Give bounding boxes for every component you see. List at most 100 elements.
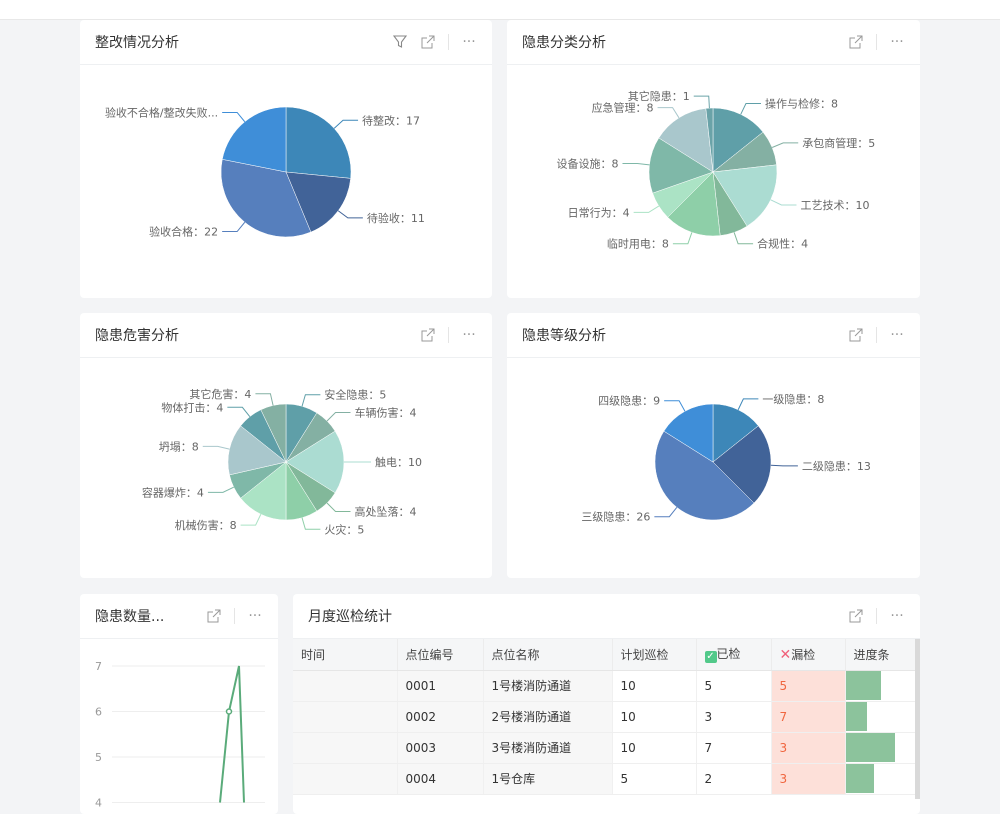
pie-slice[interactable]	[220, 159, 312, 238]
pie-label: 待整改：17	[362, 113, 420, 127]
level-card: 隐患等级分析 ··· 一级隐患：8 二级隐患：13 三级隐患：26 四级隐患：9	[507, 313, 920, 578]
table-row[interactable]: 0001 1号楼消防通道 10 5 5	[293, 670, 916, 702]
cell-code: 0003	[397, 732, 484, 764]
card-header: 隐患危害分析 ···	[80, 313, 492, 358]
cell-missed: 7	[771, 701, 846, 733]
external-link-icon[interactable]	[420, 34, 436, 50]
pie-slice[interactable]	[663, 403, 714, 463]
pie-slice[interactable]	[654, 430, 755, 521]
pie-label: 火灾：5	[324, 522, 364, 536]
card-title: 隐患等级分析	[522, 328, 606, 344]
pie-slice[interactable]	[260, 403, 287, 463]
label-line	[326, 502, 351, 512]
label-line	[657, 107, 680, 119]
more-icon[interactable]: ···	[890, 608, 904, 624]
cell-name: 3号楼消防通道	[483, 732, 613, 764]
external-link-icon[interactable]	[420, 327, 436, 343]
pie-slice[interactable]	[285, 430, 345, 494]
y-tick-label: 7	[95, 660, 102, 673]
label-line	[672, 232, 693, 245]
cell-progress	[845, 732, 916, 764]
col-progress[interactable]: 进度条	[845, 639, 916, 671]
pie-label: 操作与检修：8	[765, 97, 838, 111]
cell-time	[293, 763, 398, 795]
pie-label: 待验收：11	[367, 211, 425, 225]
pie-slice[interactable]	[240, 461, 287, 521]
label-line	[222, 221, 246, 233]
data-point[interactable]	[225, 708, 233, 715]
divider	[876, 327, 877, 343]
pie-slice[interactable]	[712, 425, 772, 504]
col-name[interactable]: 点位名称	[483, 639, 613, 671]
pie-label: 一级隐患：8	[762, 393, 824, 406]
card-title: 隐患危害分析	[95, 328, 179, 344]
cell-code: 0002	[397, 701, 484, 733]
pie-slice[interactable]	[712, 403, 759, 463]
table-row[interactable]: 0004 1号仓库 5 2 3	[293, 763, 916, 795]
col-missed[interactable]: ✕漏检	[771, 639, 846, 671]
external-link-icon[interactable]	[206, 608, 222, 624]
more-icon[interactable]: ···	[462, 34, 476, 50]
col-code[interactable]: 点位编号	[397, 639, 484, 671]
divider	[234, 608, 235, 624]
table-row[interactable]: 0002 2号楼消防通道 10 3 7	[293, 701, 916, 733]
card-title: 隐患数量...	[95, 609, 165, 625]
more-icon[interactable]: ···	[890, 327, 904, 343]
filter-icon[interactable]	[392, 34, 408, 50]
y-tick-label: 4	[95, 797, 102, 810]
progress-bar	[845, 702, 867, 731]
label-line	[654, 507, 678, 518]
pie-slice[interactable]	[648, 137, 714, 194]
label-line	[333, 119, 359, 129]
external-link-icon[interactable]	[848, 34, 864, 50]
pie-slice[interactable]	[285, 171, 351, 233]
divider	[448, 327, 449, 343]
pie-slice[interactable]	[285, 106, 352, 179]
label-line	[222, 111, 246, 123]
label-line	[770, 199, 797, 206]
external-link-icon[interactable]	[848, 608, 864, 624]
more-icon[interactable]: ···	[248, 608, 262, 624]
cell-done: 2	[696, 763, 772, 795]
pie-slice[interactable]	[712, 107, 764, 173]
cell-code: 0001	[397, 670, 484, 702]
more-icon[interactable]: ···	[462, 327, 476, 343]
cell-time	[293, 701, 398, 733]
pie-label: 承包商管理：5	[802, 136, 875, 150]
pie-label: 四级隐患：9	[598, 395, 660, 408]
pie-label: 其它危害：4	[189, 387, 251, 401]
card-header: 隐患分类分析 ···	[507, 20, 920, 65]
table-row[interactable]: 0003 3号楼消防通道 10 7 3	[293, 732, 916, 764]
pie-label: 临时用电：8	[607, 237, 669, 251]
table-header-row: 时间 点位编号 点位名称 计划巡检 ✓ 已检 ✕漏检 进度条	[293, 639, 916, 671]
pie-label: 容器爆炸：4	[142, 485, 204, 499]
pie-slice[interactable]	[221, 106, 287, 173]
pie-label: 车辆伤害：4	[354, 406, 416, 420]
count-line-chart: 7 6 5 4	[95, 660, 265, 810]
pie-label: 二级隐患：13	[802, 460, 871, 473]
label-line	[693, 95, 710, 109]
col-done[interactable]: ✓ 已检	[696, 639, 772, 671]
cell-missed: 5	[771, 670, 846, 702]
cell-plan: 10	[612, 732, 697, 764]
table-scrollbar[interactable]	[915, 639, 920, 799]
pie-label: 工艺技术：10	[800, 199, 869, 212]
pie-slice[interactable]	[667, 171, 721, 237]
monthly-inspection-table: 时间 点位编号 点位名称 计划巡检 ✓ 已检 ✕漏检 进度条 0001 1号楼消防通…	[293, 639, 916, 795]
more-icon[interactable]: ···	[890, 34, 904, 50]
pie-label: 合规性：4	[757, 237, 808, 251]
divider	[876, 608, 877, 624]
pie-slice[interactable]	[658, 108, 714, 173]
cell-plan: 5	[612, 763, 697, 795]
external-link-icon[interactable]	[848, 327, 864, 343]
pie-label: 坍塌：8	[159, 439, 199, 453]
pie-slice[interactable]	[712, 164, 778, 227]
col-plan[interactable]: 计划巡检	[612, 639, 697, 671]
card-header: 隐患等级分析 ···	[507, 313, 920, 358]
label-line	[202, 445, 230, 450]
pie-label: 应急管理：8	[592, 101, 654, 115]
col-time[interactable]: 时间	[293, 639, 398, 671]
pie-slice[interactable]	[227, 425, 287, 476]
label-line	[227, 406, 251, 417]
pie-label: 触电：10	[375, 455, 422, 469]
